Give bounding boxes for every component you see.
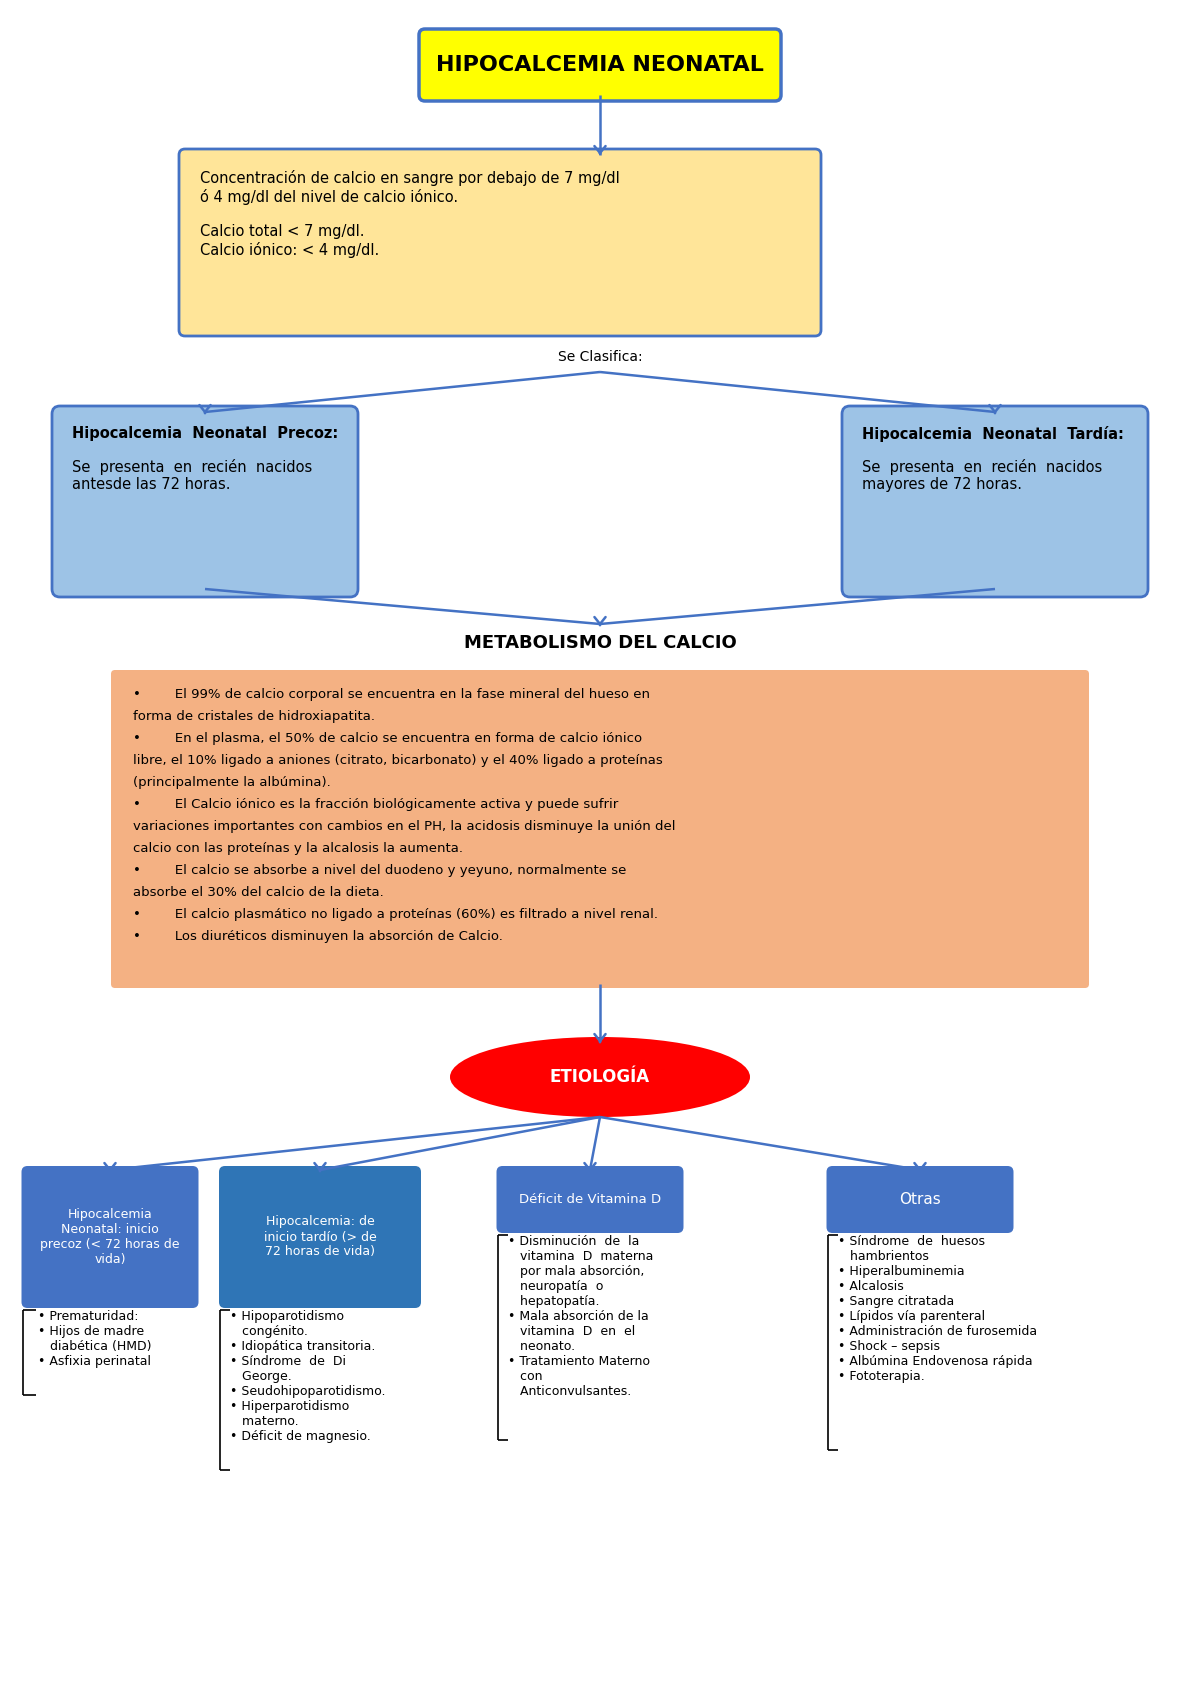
Text: •        El 99% de calcio corporal se encuentra en la fase mineral del hueso en: • El 99% de calcio corporal se encuentra… (133, 687, 650, 701)
Text: (principalmente la albúmina).: (principalmente la albúmina). (133, 776, 331, 789)
Text: calcio con las proteínas y la alcalosis la aumenta.: calcio con las proteínas y la alcalosis … (133, 842, 463, 855)
FancyBboxPatch shape (842, 406, 1148, 597)
Text: absorbe el 30% del calcio de la dieta.: absorbe el 30% del calcio de la dieta. (133, 886, 384, 899)
Text: variaciones importantes con cambios en el PH, la acidosis disminuye la unión del: variaciones importantes con cambios en e… (133, 820, 676, 833)
Text: Se  presenta  en  recién  nacidos
antesde las 72 horas.: Se presenta en recién nacidos antesde la… (72, 458, 312, 492)
FancyBboxPatch shape (220, 1166, 421, 1308)
FancyBboxPatch shape (419, 29, 781, 102)
Text: ETIOLOGÍA: ETIOLOGÍA (550, 1067, 650, 1086)
Text: Otras: Otras (899, 1191, 941, 1207)
FancyBboxPatch shape (112, 670, 1090, 988)
FancyBboxPatch shape (22, 1166, 198, 1308)
Text: Hipocalcemia  Neonatal  Precoz:: Hipocalcemia Neonatal Precoz: (72, 426, 338, 441)
Text: Hipocalcemia  Neonatal  Tardía:: Hipocalcemia Neonatal Tardía: (862, 426, 1124, 441)
Text: •        El Calcio iónico es la fracción biológicamente activa y puede sufrir: • El Calcio iónico es la fracción biológ… (133, 798, 618, 811)
Text: Hipocalcemia
Neonatal: inicio
precoz (< 72 horas de
vida): Hipocalcemia Neonatal: inicio precoz (< … (41, 1208, 180, 1266)
FancyBboxPatch shape (497, 1166, 684, 1234)
Text: HIPOCALCEMIA NEONATAL: HIPOCALCEMIA NEONATAL (436, 54, 764, 75)
Text: METABOLISMO DEL CALCIO: METABOLISMO DEL CALCIO (463, 635, 737, 652)
FancyBboxPatch shape (179, 149, 821, 336)
Text: • Disminución  de  la
   vitamina  D  materna
   por mala absorción,
   neuropat: • Disminución de la vitamina D materna p… (508, 1235, 653, 1398)
Text: forma de cristales de hidroxiapatita.: forma de cristales de hidroxiapatita. (133, 709, 374, 723)
Text: Se Clasifica:: Se Clasifica: (558, 350, 642, 363)
Text: Concentración de calcio en sangre por debajo de 7 mg/dl
ó 4 mg/dl del nivel de c: Concentración de calcio en sangre por de… (200, 170, 619, 258)
Text: •        El calcio se absorbe a nivel del duodeno y yeyuno, normalmente se: • El calcio se absorbe a nivel del duode… (133, 864, 626, 877)
Text: Hipocalcemia: de
inicio tardío (> de
72 horas de vida): Hipocalcemia: de inicio tardío (> de 72 … (264, 1215, 377, 1259)
Text: •        En el plasma, el 50% de calcio se encuentra en forma de calcio iónico: • En el plasma, el 50% de calcio se encu… (133, 731, 642, 745)
Text: •        El calcio plasmático no ligado a proteínas (60%) es filtrado a nivel re: • El calcio plasmático no ligado a prote… (133, 908, 658, 921)
FancyBboxPatch shape (827, 1166, 1014, 1234)
Text: •        Los diuréticos disminuyen la absorción de Calcio.: • Los diuréticos disminuyen la absorción… (133, 930, 503, 944)
Text: Se  presenta  en  recién  nacidos
mayores de 72 horas.: Se presenta en recién nacidos mayores de… (862, 458, 1103, 492)
Text: • Prematuridad:
• Hijos de madre
   diabética (HMD)
• Asfixia perinatal: • Prematuridad: • Hijos de madre diabéti… (37, 1310, 151, 1368)
Ellipse shape (450, 1037, 750, 1117)
Text: • Hipoparotidismo
   congénito.
• Idiopática transitoria.
• Síndrome  de  Di
   : • Hipoparotidismo congénito. • Idiopátic… (230, 1310, 385, 1442)
FancyBboxPatch shape (52, 406, 358, 597)
Text: Déficit de Vitamina D: Déficit de Vitamina D (518, 1193, 661, 1207)
Text: • Síndrome  de  huesos
   hambrientos
• Hiperalbuminemia
• Alcalosis
• Sangre ci: • Síndrome de huesos hambrientos • Hiper… (838, 1235, 1037, 1383)
Text: libre, el 10% ligado a aniones (citrato, bicarbonato) y el 40% ligado a proteína: libre, el 10% ligado a aniones (citrato,… (133, 753, 662, 767)
